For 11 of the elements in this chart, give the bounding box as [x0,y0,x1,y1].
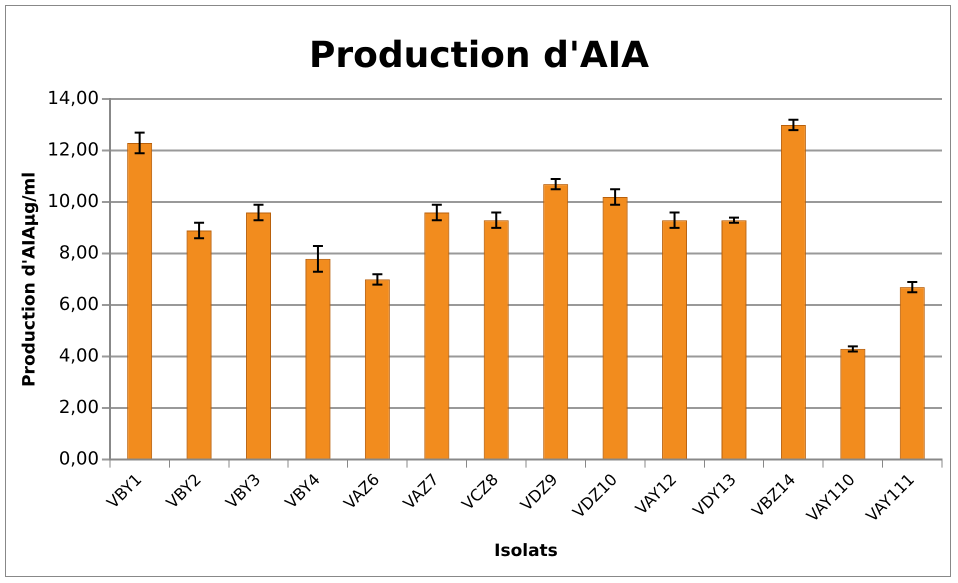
y-axis-title: Production d'AIAµg/ml [20,172,40,387]
chart-title: Production d'AIA [309,34,650,76]
y-tick-label: 6,00 [58,294,99,315]
y-tick-label: 8,00 [58,242,99,264]
y-tick-label: 0,00 [58,448,99,470]
y-tick-label: 14,00 [47,88,99,109]
y-tick-label: 2,00 [58,396,99,418]
y-tick-label: 12,00 [47,139,99,160]
y-tick-label: 10,00 [47,190,99,212]
y-tick-label: 4,00 [58,345,99,366]
x-axis-title: Isolats [494,541,558,562]
